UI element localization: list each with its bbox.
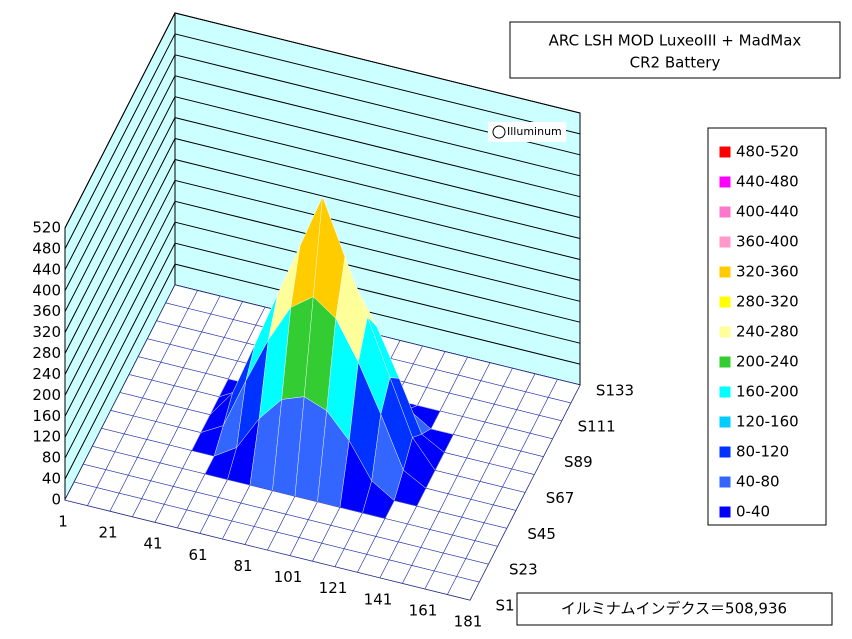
legend-label: 280-320	[736, 293, 799, 311]
legend-swatch	[719, 476, 731, 488]
legend-label: 360-400	[736, 233, 799, 251]
grid-line	[64, 12, 581, 229]
z-tick-label: 280	[32, 344, 61, 362]
legend-swatch	[719, 176, 731, 188]
legend-swatch	[719, 326, 731, 338]
z-tick-label: 520	[32, 219, 61, 237]
y-tick-label: S1	[495, 597, 514, 615]
legend-swatch	[719, 356, 731, 368]
z-tick-label: 360	[32, 302, 61, 320]
y-tick-label: S45	[527, 525, 556, 543]
watermark-box	[488, 122, 566, 142]
x-tick-label: 161	[409, 601, 438, 619]
legend-label: 320-360	[736, 263, 799, 281]
watermark: Illuminum	[507, 125, 562, 138]
x-tick-label: 61	[188, 546, 207, 564]
y-tick-label: S67	[546, 489, 575, 507]
legend-label: 0-40	[736, 503, 770, 521]
grid-line	[64, 75, 581, 292]
annotation-box	[516, 592, 833, 626]
z-tick-label: 240	[32, 365, 61, 383]
legend-swatch	[719, 236, 731, 248]
grid-line	[64, 242, 581, 459]
z-tick-label: 480	[32, 239, 61, 257]
title-box	[509, 21, 841, 79]
z-tick-label: 400	[32, 281, 61, 299]
legend-swatch	[719, 296, 731, 308]
x-tick-label: 21	[98, 524, 117, 542]
legend-label: 160-200	[736, 383, 799, 401]
z-tick-label: 160	[32, 407, 61, 425]
grid-line	[64, 33, 581, 250]
legend-label: 400-440	[736, 203, 799, 221]
x-tick-label: 81	[233, 557, 252, 575]
x-tick-label: 1	[58, 513, 68, 531]
y-tick-label: S89	[564, 453, 593, 471]
grid-line	[64, 117, 581, 333]
legend-label: 40-80	[736, 473, 780, 491]
z-tick-label: 80	[42, 449, 61, 467]
grid-line	[64, 137, 581, 354]
legend-swatch	[719, 266, 731, 278]
z-tick-label: 40	[42, 470, 61, 488]
grid-line	[64, 179, 581, 396]
legend-label: 440-480	[736, 173, 799, 191]
x-tick-label: 101	[274, 568, 303, 586]
chart-subtitle: CR2 Battery	[630, 54, 721, 72]
z-tick-label: 0	[51, 491, 61, 509]
grid-line	[64, 158, 581, 375]
y-tick-label: S23	[509, 561, 538, 579]
legend-swatch	[719, 416, 731, 428]
surface-cell	[447, 576, 480, 601]
copyright-icon	[492, 125, 506, 139]
annotation: イルミナムインデクス＝508,936	[561, 600, 787, 618]
x-tick-label: 121	[319, 579, 348, 597]
grid-line	[64, 263, 581, 480]
legend-swatch	[719, 506, 731, 518]
z-tick-label: 120	[32, 428, 61, 446]
z-tick-label: 440	[32, 260, 61, 278]
grid-line	[64, 96, 581, 312]
grid-line	[64, 200, 581, 417]
x-tick-label: 141	[364, 590, 393, 608]
legend-swatch	[719, 146, 731, 158]
legend-swatch	[719, 446, 731, 458]
x-tick-label: 41	[143, 535, 162, 553]
grid-line	[64, 221, 581, 438]
x-tick-label: 181	[454, 613, 483, 631]
z-tick-label: 320	[32, 323, 61, 341]
legend-swatch	[719, 206, 731, 218]
legend-swatch	[719, 386, 731, 398]
legend-label: 480-520	[736, 143, 799, 161]
legend-label: 240-280	[736, 323, 799, 341]
legend-label: 80-120	[736, 443, 789, 461]
legend-label: 120-160	[736, 413, 799, 431]
legend-label: 200-240	[736, 353, 799, 371]
y-tick-label: S133	[596, 382, 634, 400]
chart-title: ARC LSH MOD LuxeoIII + MadMax	[549, 32, 802, 50]
surface	[64, 195, 581, 601]
z-tick-label: 200	[32, 386, 61, 404]
y-tick-label: S111	[578, 417, 616, 435]
grid-line	[64, 54, 581, 271]
